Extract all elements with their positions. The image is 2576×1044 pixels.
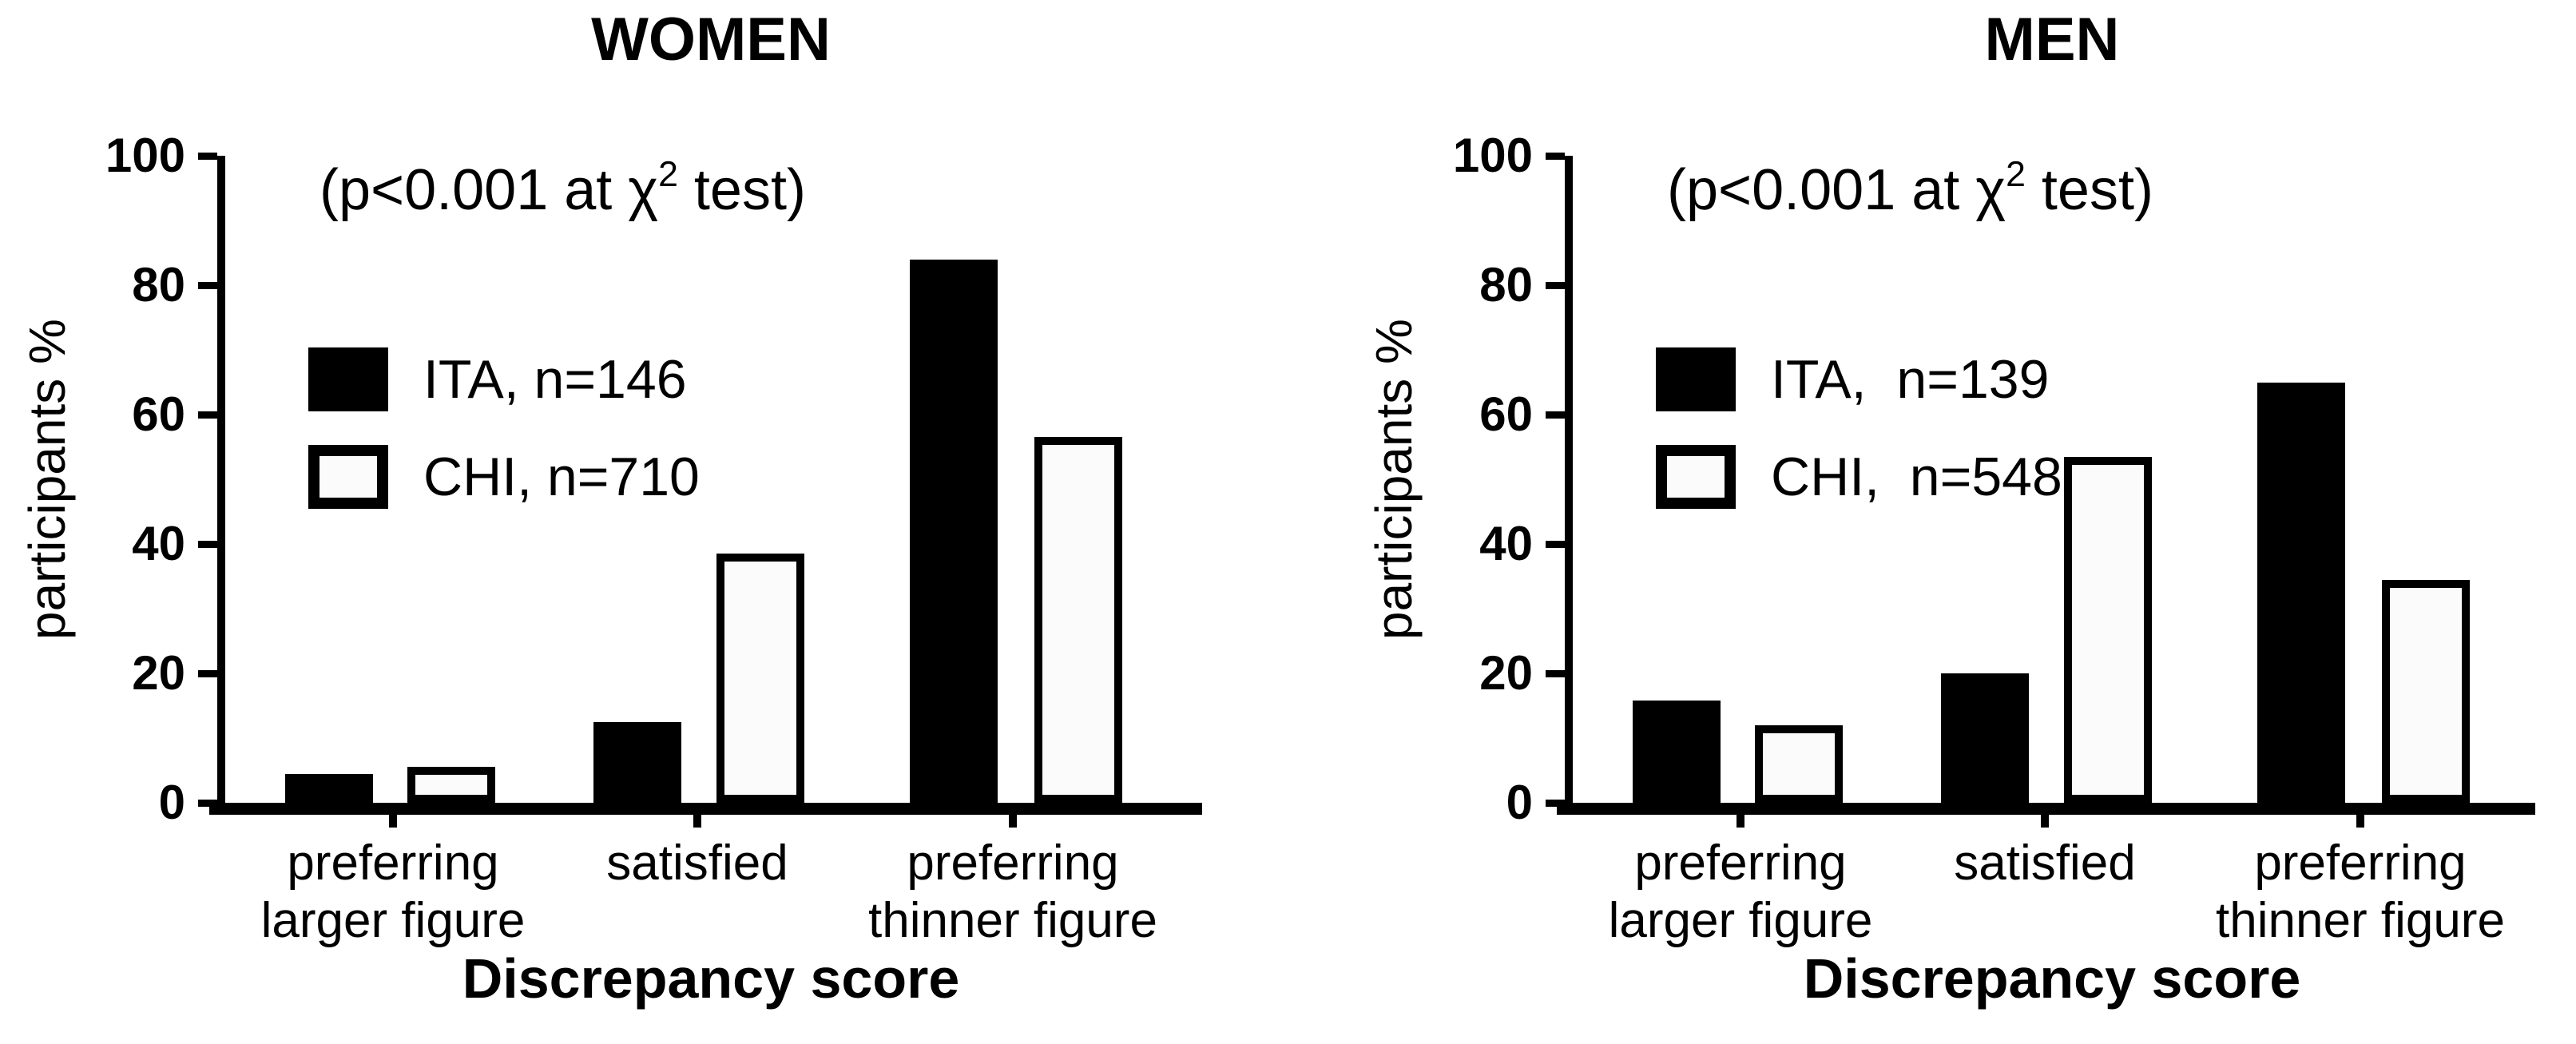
stat-annotation-text: (p<0.001 at χ [1667,158,2006,222]
y-tick-label: 40 [1479,517,1533,570]
stat-annotation-suffix: test) [2025,158,2153,222]
x-category-label: satisfied [606,836,788,891]
legend-label-ita: ITA, n=139 [1771,349,2050,410]
y-tick-label: 40 [132,517,185,570]
y-tick-mark [198,281,217,289]
bar-ita-2 [1941,673,2029,803]
y-tick-label: 0 [1506,776,1533,829]
bar-chi-2 [716,554,804,803]
y-tick-label: 100 [1452,129,1533,182]
y-tick-mark [198,540,217,548]
y-tick-mark [1546,281,1565,289]
bar-chi-3 [1034,437,1122,803]
y-axis-label: participants % [1365,319,1423,640]
y-tick-label: 100 [105,129,185,182]
y-tick-mark [1546,540,1565,548]
legend-swatch-chi [308,445,388,509]
x-axis-title: Discrepancy score [1803,947,2301,1010]
stat-annotation: (p<0.001 at χ2 test) [1667,154,2153,223]
chart-men: MEN participants % (p<0.001 at χ2 test) … [1288,0,2575,1044]
bar-chi-3 [2382,579,2470,803]
y-tick-mark [1546,799,1565,807]
y-tick-mark [198,799,217,807]
legend-swatch-ita [1656,347,1736,411]
legend-item-ita: ITA, n=139 [1656,347,2062,411]
bar-ita-1 [285,773,373,803]
y-tick-mark [1546,411,1565,419]
legend-item-chi: CHI, n=548 [1656,445,2062,509]
chart-women: WOMEN participants % (p<0.001 at χ2 test… [18,6,1202,1010]
x-category-label: preferring thinner figure [2216,836,2505,948]
x-category-label: preferring thinner figure [868,836,1157,948]
legend-swatch-chi [1656,445,1736,509]
stat-annotation: (p<0.001 at χ2 test) [320,154,806,223]
chart-title: WOMEN [591,6,831,73]
chart-title: MEN [1984,6,2120,73]
x-category-label: preferring larger figure [260,836,526,948]
plot-area: (p<0.001 at χ2 test) ITA, n=146 CHI, n=7… [105,132,1202,948]
bar-ita-3 [2257,382,2345,803]
x-axis-line [1557,803,2535,815]
legend-label-ita: ITA, n=146 [423,349,687,410]
y-tick-label: 0 [158,776,185,829]
y-tick-label: 80 [1479,258,1533,312]
x-tick-mark [1737,815,1744,828]
legend-label-chi: CHI, n=710 [423,447,700,507]
y-tick-label: 60 [132,387,185,441]
x-category-label: satisfied [1954,836,2136,891]
stat-annotation-text: (p<0.001 at χ [320,158,659,222]
chi-squared-exponent: 2 [658,154,678,194]
y-axis-label: participants % [18,319,76,640]
x-tick-mark [2356,815,2364,828]
stat-annotation-suffix: test) [677,158,806,222]
chi-squared-exponent: 2 [2006,154,2026,194]
x-axis-line [209,803,1202,815]
y-tick-mark [198,669,217,677]
y-tick-mark [198,411,217,419]
x-tick-mark [1009,815,1017,828]
x-axis-title: Discrepancy score [462,947,960,1010]
x-tick-mark [389,815,397,828]
legend-item-ita: ITA, n=146 [308,347,700,411]
y-tick-label: 20 [1479,646,1533,700]
bar-chi-1 [407,767,495,803]
plot-area: (p<0.001 at χ2 test) ITA, n=139 CHI, n=5… [1453,132,2535,948]
y-tick-label: 60 [1479,387,1533,441]
bar-chi-1 [1755,724,1843,803]
y-tick-mark [198,152,217,160]
legend: ITA, n=139 CHI, n=548 [1656,347,2062,509]
bar-ita-1 [1633,701,1721,803]
y-tick-mark [1546,669,1565,677]
x-category-label: preferring larger figure [1608,836,1873,948]
bar-ita-3 [910,259,998,803]
y-tick-label: 20 [132,646,185,700]
y-tick-label: 80 [132,258,185,312]
legend-label-chi: CHI, n=548 [1771,447,2062,507]
x-tick-mark [693,815,701,828]
legend: ITA, n=146 CHI, n=710 [308,347,700,509]
bar-ita-2 [593,721,681,803]
x-tick-mark [2041,815,2049,828]
bar-chi-2 [2064,456,2152,803]
legend-swatch-ita [308,347,388,411]
y-tick-mark [1546,152,1565,160]
legend-item-chi: CHI, n=710 [308,445,700,509]
